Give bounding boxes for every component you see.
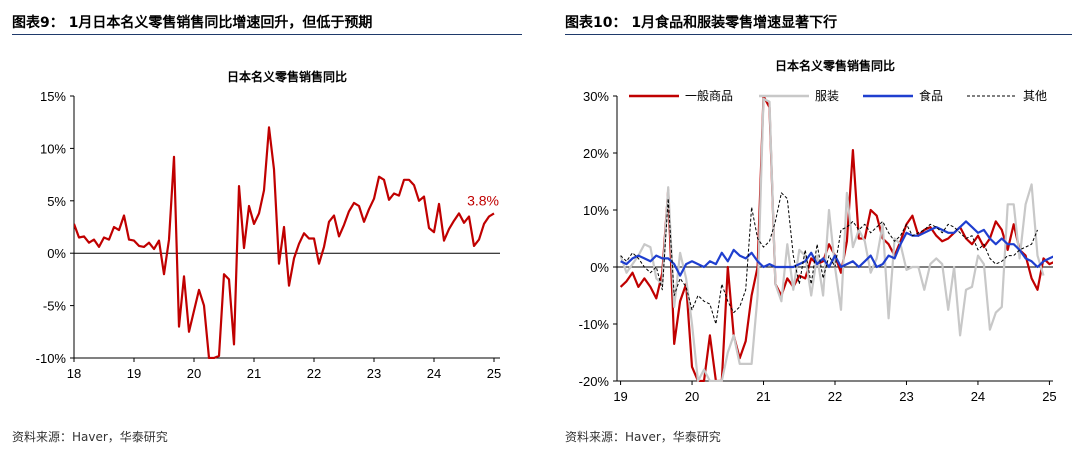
x-tick-label: 21 (756, 389, 770, 404)
x-tick-label: 23 (899, 389, 913, 404)
last-value-annotation: 3.8% (467, 192, 499, 208)
chart-title: 日本名义零售销售同比 (227, 69, 347, 84)
y-tick-label: 10% (583, 203, 609, 218)
chart-title: 日本名义零售销售同比 (775, 58, 895, 73)
figure-9-heading: 图表9： 1月日本名义零售销售同比增速回升，但低于预期 (12, 15, 373, 31)
x-tick-label: 20 (685, 389, 699, 404)
y-tick-label: -20% (579, 374, 610, 389)
figure-10-heading: 图表10： 1月食品和服装零售增速显著下行 (565, 15, 838, 31)
series-line-1 (619, 97, 1045, 382)
figure-10-chart: 日本名义零售销售同比 -20% -10% 0% 10% 20% 30% 19 20 21 22 23 2… (579, 58, 1057, 404)
y-tick-label: 15% (40, 89, 66, 104)
series-line-0 (619, 95, 1053, 382)
legend: 一般商品 服装 食品 其他 (629, 88, 1047, 103)
series-line-2 (620, 220, 1053, 277)
figure-10-panel: 图表10： 1月食品和服装零售增速显著下行 日本名义零售销售同比 -20% -10%… (553, 0, 1080, 455)
y-tick-label: 20% (583, 146, 609, 161)
figure-10-rule (565, 34, 1072, 35)
y-tick-label: -10% (579, 317, 610, 332)
figure-10-source: 资料来源：Haver，华泰研究 (565, 430, 721, 444)
legend-label: 其他 (1023, 89, 1047, 103)
x-tick-label: 22 (828, 389, 842, 404)
y-tick-label: 0% (590, 260, 609, 275)
x-tick-label: 19 (127, 366, 141, 381)
figure-9-source: 资料来源：Haver，华泰研究 (12, 430, 168, 444)
y-tick-label: -10% (36, 351, 67, 366)
x-tick-label: 24 (427, 366, 441, 381)
y-tick-label: 30% (583, 89, 609, 104)
figure-9-panel: 图表9： 1月日本名义零售销售同比增速回升，但低于预期 日本名义零售销售同比 -1… (0, 0, 530, 455)
x-tick-label: 24 (971, 389, 985, 404)
y-tick-label: 0% (47, 246, 66, 261)
y-tick-label: -5% (43, 299, 67, 314)
x-tick-label: 25 (487, 366, 501, 381)
figure-9-rule (12, 34, 522, 35)
series-line-3 (620, 192, 1038, 325)
x-tick-label: 18 (67, 366, 81, 381)
x-tick-label: 25 (1042, 389, 1056, 404)
x-tick-label: 21 (247, 366, 261, 381)
legend-label: 食品 (919, 88, 943, 103)
legend-label: 一般商品 (685, 88, 733, 103)
y-tick-label: 10% (40, 141, 66, 156)
y-tick-label: 5% (47, 194, 66, 209)
x-tick-label: 20 (187, 366, 201, 381)
x-tick-label: 22 (307, 366, 321, 381)
figure-9-chart: 日本名义零售销售同比 -10% -5% 0% 5% 10% 15% 18 19 20 21 22 23 2… (36, 69, 502, 381)
legend-label: 服装 (815, 89, 839, 103)
series-line-0 (74, 126, 495, 359)
x-tick-label: 23 (367, 366, 381, 381)
x-tick-label: 19 (613, 389, 627, 404)
